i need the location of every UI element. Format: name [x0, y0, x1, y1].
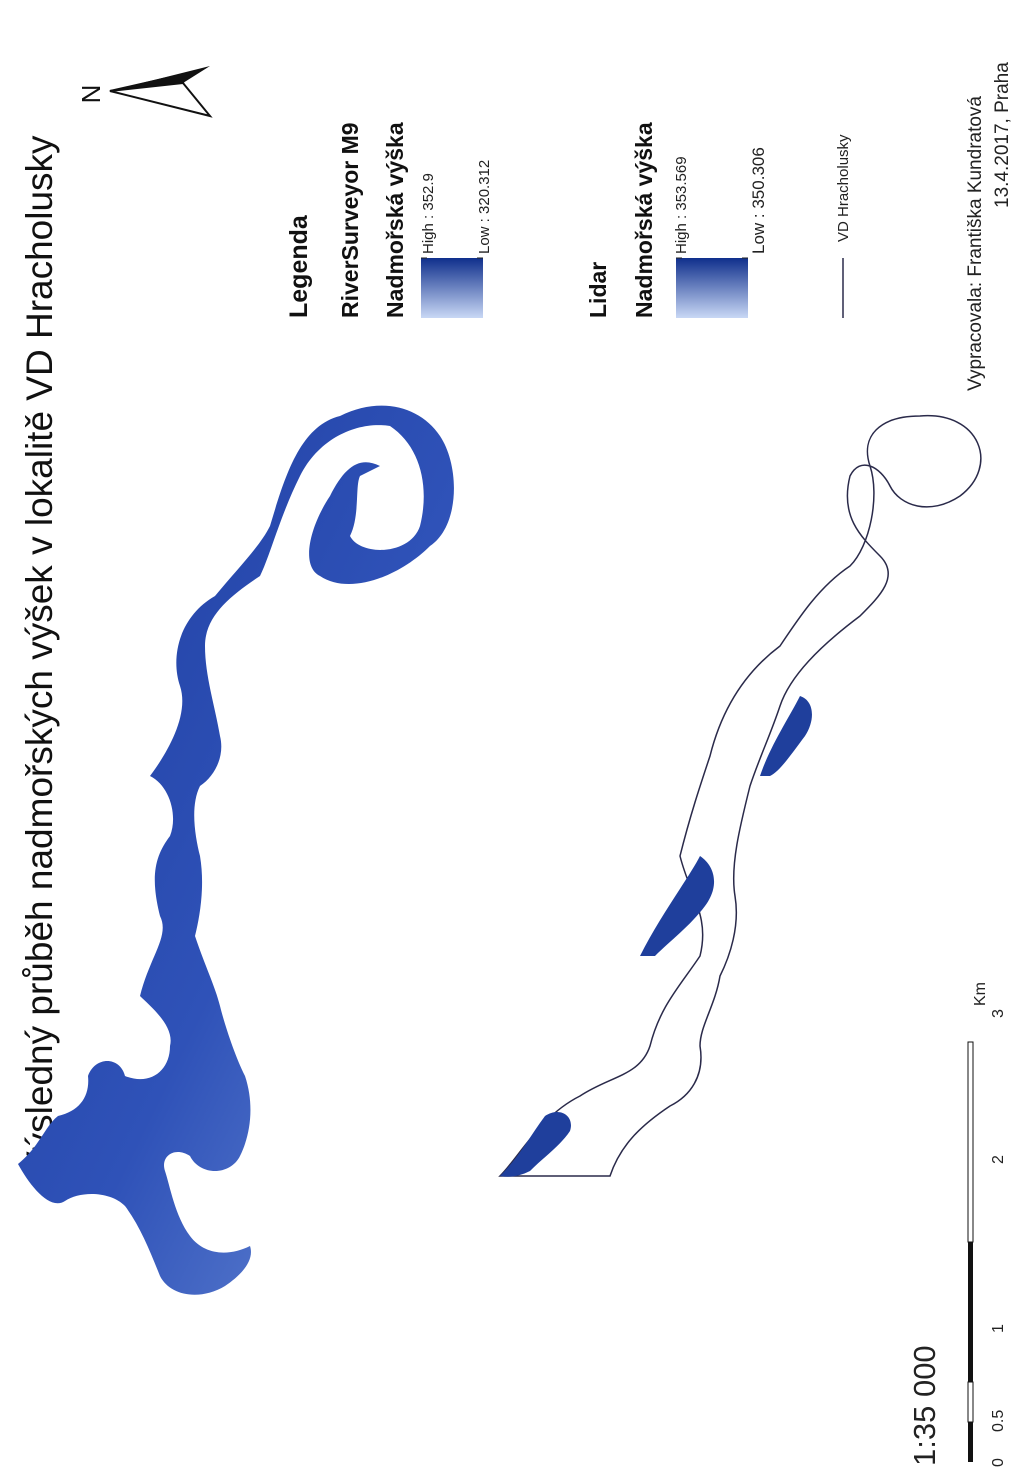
scalebar-tick-05: 0.5 — [990, 1410, 1007, 1432]
legend-outline-label: VD Hracholusky — [835, 134, 852, 242]
legend-lidar-low: Low : 350.306 — [749, 147, 768, 254]
legend-riversurveyor-field: Nadmořská výška — [382, 122, 408, 318]
author-line1: Vypracovala: Františka Kundratová — [965, 96, 986, 391]
scalebar-segment-1 — [968, 1422, 973, 1462]
scalebar: 0 0.5 1 2 3 Km — [967, 982, 1007, 1467]
scalebar-segment-4 — [967, 1041, 974, 1243]
scalebar-tick-1: 1 — [990, 1324, 1007, 1333]
vd-hracholusky-outline — [498, 415, 982, 1177]
map-title: Výsledný průběh nadmořských výšek v loka… — [19, 135, 60, 1176]
scalebar-unit: Km — [972, 982, 989, 1006]
scalebar-segment-2 — [967, 1381, 974, 1423]
scalebar-tick-3: 3 — [990, 1009, 1007, 1018]
legend-lidar-high: High : 353.569 — [673, 156, 690, 254]
legend-lidar-name: Lidar — [585, 262, 611, 318]
legend-riversurveyor-high: High : 352.9 — [420, 173, 437, 254]
riversurveyor-raster — [18, 405, 454, 1295]
author-line2: 13.4.2017, Praha — [992, 62, 1013, 208]
legend-lidar-ramp — [676, 258, 748, 318]
north-arrow-icon: N — [76, 66, 213, 118]
scalebar-tick-2: 2 — [990, 1155, 1007, 1164]
scalebar-segment-3 — [968, 1242, 973, 1382]
legend-riversurveyor-low: Low : 320.312 — [476, 160, 493, 254]
legend-lidar-field: Nadmořská výška — [631, 122, 657, 318]
legend-riversurveyor-ramp — [421, 258, 483, 318]
scalebar-tick-0: 0 — [990, 1458, 1007, 1467]
legend: Legenda RiverSurveyor M9 Nadmořská výška… — [285, 122, 852, 318]
north-arrow-label: N — [76, 85, 106, 104]
lidar-raster — [500, 696, 812, 1177]
scale-ratio: 1:35 000 — [907, 1345, 942, 1466]
legend-title: Legenda — [285, 214, 313, 318]
legend-riversurveyor-name: RiverSurveyor M9 — [337, 122, 363, 318]
